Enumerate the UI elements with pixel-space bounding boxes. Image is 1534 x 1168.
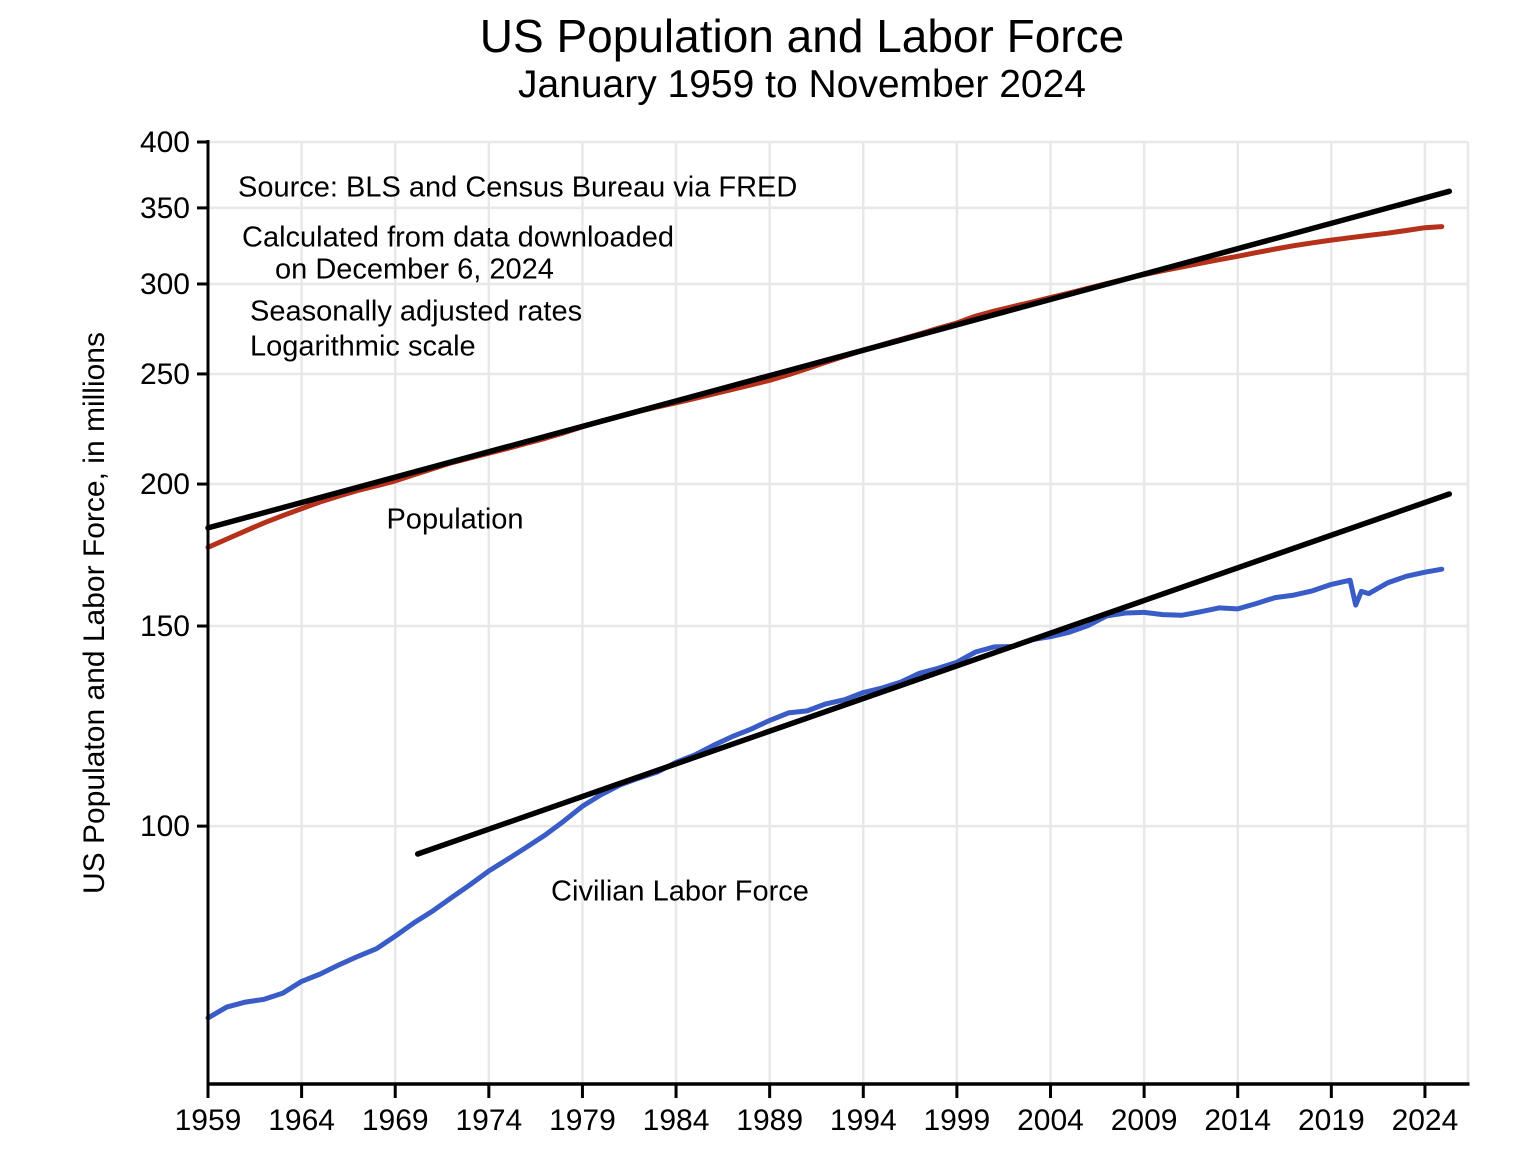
y-axis-title: US Populaton and Labor Force, in million… [78, 332, 111, 894]
annotation-seasonally-adjusted: Seasonally adjusted rates [250, 295, 583, 328]
series-line-population-trend [205, 188, 1453, 531]
annotation-log-scale: Logarithmic scale [250, 330, 476, 363]
y-tick-label: 400 [140, 126, 190, 159]
x-tick-label: 1989 [736, 1104, 803, 1137]
series-label-civilian-labor-force: Civilian Labor Force [551, 875, 809, 908]
x-tick-label: 2014 [1204, 1104, 1271, 1137]
x-tick-label: 1969 [362, 1104, 429, 1137]
x-tick-label: 2019 [1298, 1104, 1365, 1137]
y-tick-label: 300 [140, 268, 190, 301]
x-tick-label: 1974 [455, 1104, 522, 1137]
annotation-download-date: on December 6, 2024 [275, 253, 554, 286]
x-tick-label: 1979 [549, 1104, 616, 1137]
y-tick-label: 350 [140, 192, 190, 225]
x-tick-label: 1964 [268, 1104, 335, 1137]
series-label-population: Population [386, 503, 524, 536]
x-tick-label: 1959 [175, 1104, 242, 1137]
series-line-civilian-labor-force [205, 566, 1445, 1021]
x-tick-label: 2004 [1017, 1104, 1084, 1137]
chart-title: US Population and Labor Force [479, 10, 1125, 62]
x-tick-label: 1984 [643, 1104, 710, 1137]
chart-subtitle: January 1959 to November 2024 [517, 63, 1087, 106]
x-tick-label: 2009 [1111, 1104, 1178, 1137]
y-tick-label: 200 [140, 468, 190, 501]
x-tick-label: 1994 [830, 1104, 897, 1137]
x-tick-label: 2024 [1392, 1104, 1459, 1137]
annotation-source: Source: BLS and Census Bureau via FRED [238, 171, 798, 204]
series-line-labor-force-trend [414, 491, 1453, 857]
y-tick-label: 100 [140, 810, 190, 843]
annotation-calculated: Calculated from data downloaded [242, 221, 675, 254]
y-tick-label: 150 [140, 610, 190, 643]
y-tick-label: 250 [140, 358, 190, 391]
x-tick-label: 1999 [924, 1104, 991, 1137]
